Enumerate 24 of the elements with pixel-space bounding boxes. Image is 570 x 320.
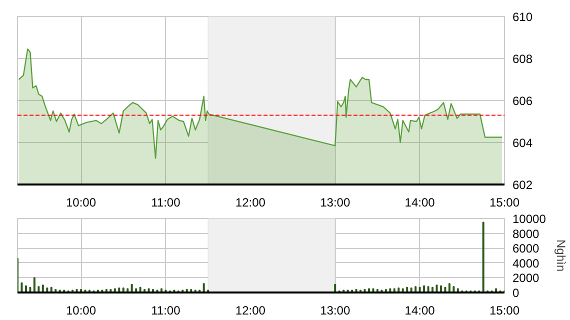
y-tick-label: 10000 <box>512 212 546 226</box>
x-tick-label: 13:00 <box>320 196 350 210</box>
x-tick-label: 14:00 <box>404 304 436 318</box>
x-tick-label: 11:00 <box>151 304 181 318</box>
y-axis-title: Nghìn <box>554 239 568 272</box>
y-tick-label: 2000 <box>512 271 540 286</box>
y-tick-label: 610 <box>512 10 533 24</box>
y-tick-label: 606 <box>512 94 533 108</box>
y-tick-label: 604 <box>512 136 533 150</box>
x-tick-label: 14:00 <box>404 196 436 210</box>
x-tick-label: 11:00 <box>151 196 181 210</box>
y-tick-label: 608 <box>512 52 533 66</box>
x-tick-label: 10:00 <box>66 196 96 210</box>
y-tick-label: 4000 <box>512 256 540 270</box>
x-tick-label: 12:00 <box>235 304 266 318</box>
y-tick-label: 602 <box>512 178 533 192</box>
x-tick-label: 12:00 <box>235 196 266 210</box>
x-tick-label: 13:00 <box>320 304 350 318</box>
x-tick-label: 15:00 <box>489 304 520 318</box>
x-tick-label: 10:00 <box>66 304 96 318</box>
y-tick-label: 6000 <box>512 242 540 256</box>
x-tick-label: 15:00 <box>489 196 520 210</box>
y-tick-label: 0 <box>512 286 520 300</box>
y-tick-label: 8000 <box>512 226 540 241</box>
